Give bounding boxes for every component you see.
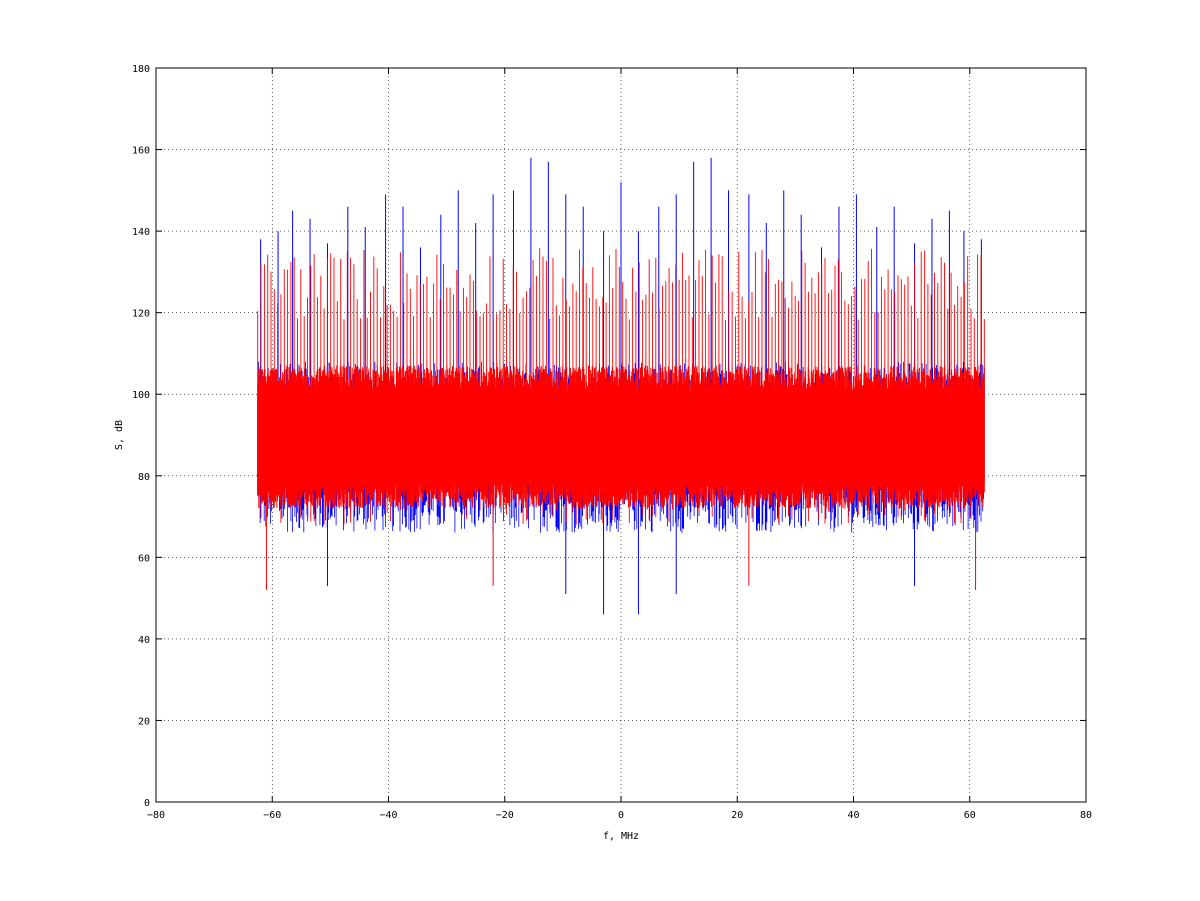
x-tick-label: 40	[847, 810, 859, 821]
plot-area	[257, 157, 985, 615]
series-red-spikes	[257, 248, 985, 525]
y-tick-label: 40	[138, 635, 150, 646]
x-tick-label: 20	[731, 810, 743, 821]
y-tick-label: 0	[144, 798, 150, 809]
y-tick-label: 80	[138, 472, 150, 483]
x-tick-label: −20	[496, 810, 514, 821]
x-tick-label: 60	[964, 810, 976, 821]
y-tick-label: 180	[132, 64, 150, 75]
series-red-band	[257, 365, 985, 509]
x-tick-label: 0	[618, 810, 624, 821]
y-tick-label: 120	[132, 309, 150, 320]
x-tick-label: −40	[379, 810, 397, 821]
x-tick-label: −60	[263, 810, 281, 821]
x-tick-label: −80	[147, 810, 165, 821]
y-axis-label: S, dB	[114, 420, 125, 450]
x-axis-label: f, MHz	[603, 831, 639, 842]
axis-ticks: −80 −60 −40 −20 0 20 40 60 80 0 20 40 60 80 100 120 140 1…	[132, 64, 1092, 821]
y-tick-label: 160	[132, 146, 150, 157]
x-tick-label: 80	[1080, 810, 1092, 821]
y-tick-label: 20	[138, 716, 150, 727]
y-tick-label: 140	[132, 227, 150, 238]
y-tick-label: 60	[138, 553, 150, 564]
y-tick-label: 100	[132, 390, 150, 401]
